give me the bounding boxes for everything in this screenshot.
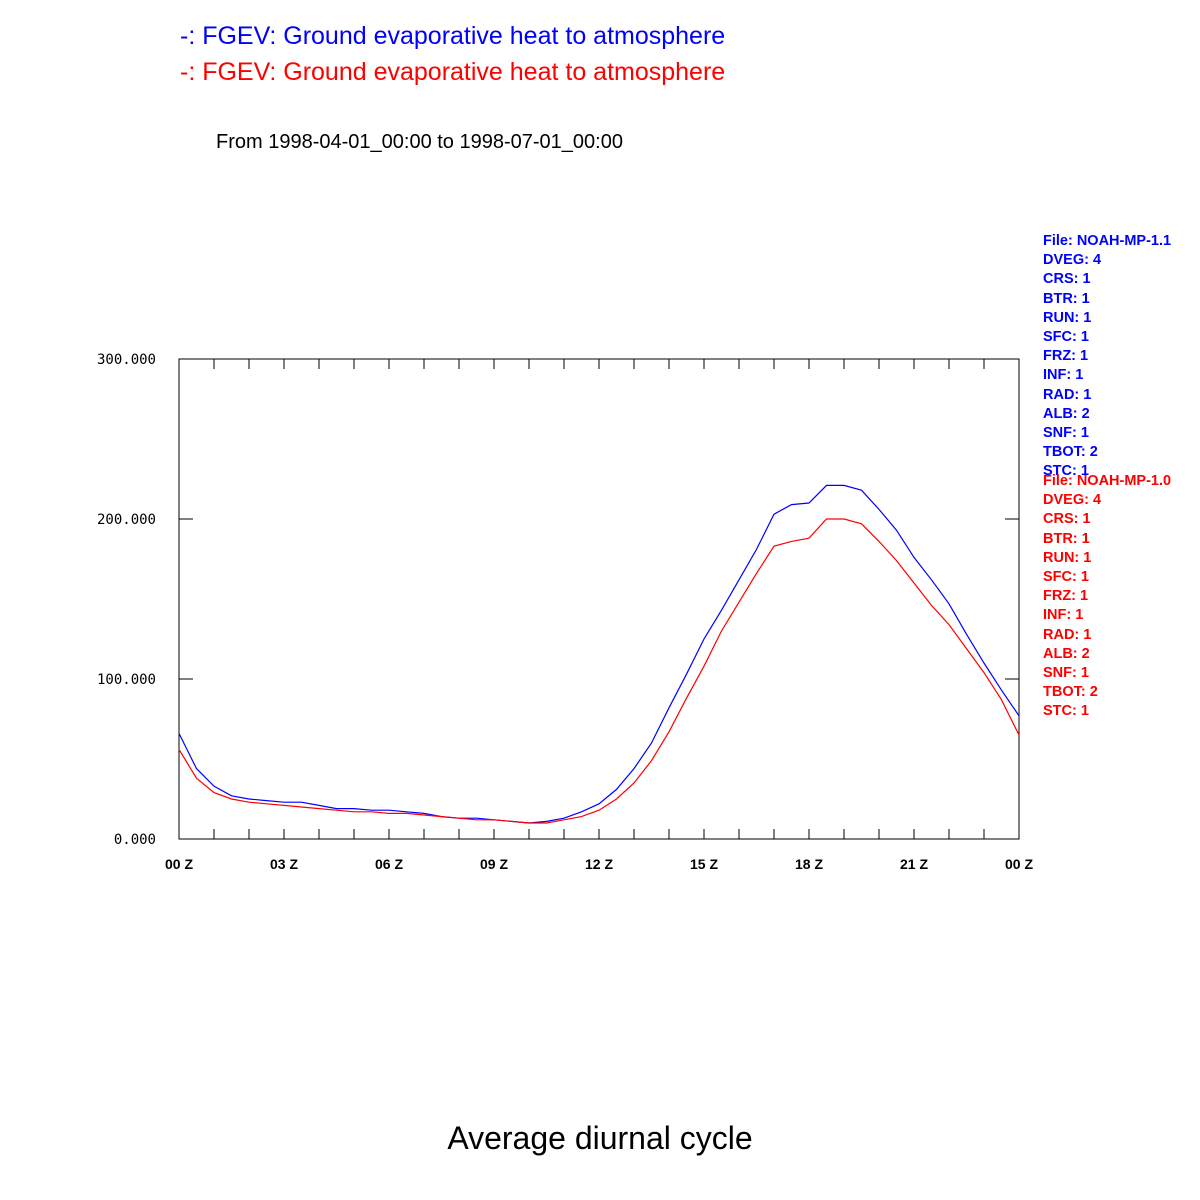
legend-item: ALB: 2 bbox=[1043, 405, 1090, 422]
x-tick-label: 21 Z bbox=[900, 856, 928, 872]
series-lines bbox=[178, 484, 1020, 824]
legend-item: CRS: 1 bbox=[1043, 511, 1091, 528]
legend-item: INF: 1 bbox=[1043, 607, 1084, 624]
x-tick-label: 12 Z bbox=[585, 856, 613, 872]
legend-item: File: NOAH-MP-1.1 bbox=[1043, 233, 1172, 249]
x-tick-label: 06 Z bbox=[375, 856, 403, 872]
legend-item: RUN: 1 bbox=[1043, 309, 1092, 326]
legend-item: INF: 1 bbox=[1043, 367, 1084, 384]
legend-item: FRZ: 1 bbox=[1043, 348, 1089, 365]
x-axis-labels: 00 Z 03 Z 06 Z 09 Z 12 Z 15 Z 18 Z 21 Z 00 Z bbox=[165, 856, 1033, 872]
chart-title-series-2: -: FGEV: Ground evaporative heat to atmo… bbox=[180, 58, 726, 86]
x-tick-label: 09 Z bbox=[480, 856, 508, 872]
legend-series-1: File: NOAH-MP-1.1 DVEG: 4 CRS: 1 BTR: 1 RUN:… bbox=[1043, 232, 1171, 481]
y-tick-label: 200.000 bbox=[97, 512, 156, 528]
series-line-1 bbox=[178, 484, 1020, 824]
x-tick-label: 15 Z bbox=[690, 856, 718, 872]
legend-item: ALB: 2 bbox=[1043, 645, 1090, 662]
y-axis-labels: 0.000 100.000 200.000 300.000 bbox=[97, 352, 156, 848]
legend-item: RAD: 1 bbox=[1043, 626, 1092, 643]
x-tick-label: 00 Z bbox=[1005, 856, 1033, 872]
legend-item: SFC: 1 bbox=[1043, 328, 1089, 345]
legend-item: STC: 1 bbox=[1043, 703, 1089, 720]
legend-item: SNF: 1 bbox=[1043, 424, 1089, 441]
plot-frame bbox=[178, 358, 1020, 840]
x-tick-label: 18 Z bbox=[795, 856, 823, 872]
chart-footer: Average diurnal cycle bbox=[447, 1120, 753, 1156]
y-tick-label: 0.000 bbox=[114, 832, 156, 848]
legend-item: File: NOAH-MP-1.0 bbox=[1043, 473, 1172, 489]
series-line-2 bbox=[178, 518, 1020, 824]
legend-item: RAD: 1 bbox=[1043, 386, 1092, 403]
legend-item: DVEG: 4 bbox=[1043, 492, 1102, 509]
legend-item: TBOT: 2 bbox=[1043, 684, 1098, 701]
legend-item: TBOT: 2 bbox=[1043, 444, 1098, 461]
chart-subtitle: From 1998-04-01_00:00 to 1998-07-01_00:0… bbox=[216, 131, 623, 153]
legend-item: DVEG: 4 bbox=[1043, 252, 1102, 269]
legend-item: SFC: 1 bbox=[1043, 568, 1089, 585]
legend-item: RUN: 1 bbox=[1043, 549, 1092, 566]
legend-item: BTR: 1 bbox=[1043, 530, 1090, 547]
legend-item: SNF: 1 bbox=[1043, 664, 1089, 681]
legend-series-2: File: NOAH-MP-1.0 DVEG: 4 CRS: 1 BTR: 1 RUN:… bbox=[1043, 472, 1171, 721]
legend-item: FRZ: 1 bbox=[1043, 588, 1089, 605]
y-tick-label: 100.000 bbox=[97, 672, 156, 688]
y-tick-label: 300.000 bbox=[97, 352, 156, 368]
x-tick-label: 00 Z bbox=[165, 856, 193, 872]
x-tick-label: 03 Z bbox=[270, 856, 298, 872]
chart-title-series-1: -: FGEV: Ground evaporative heat to atmo… bbox=[180, 22, 726, 50]
legend-item: CRS: 1 bbox=[1043, 271, 1091, 288]
legend-item: STC: 1 bbox=[1043, 463, 1089, 480]
axis-ticks bbox=[178, 358, 1020, 840]
legend-item: BTR: 1 bbox=[1043, 290, 1090, 307]
